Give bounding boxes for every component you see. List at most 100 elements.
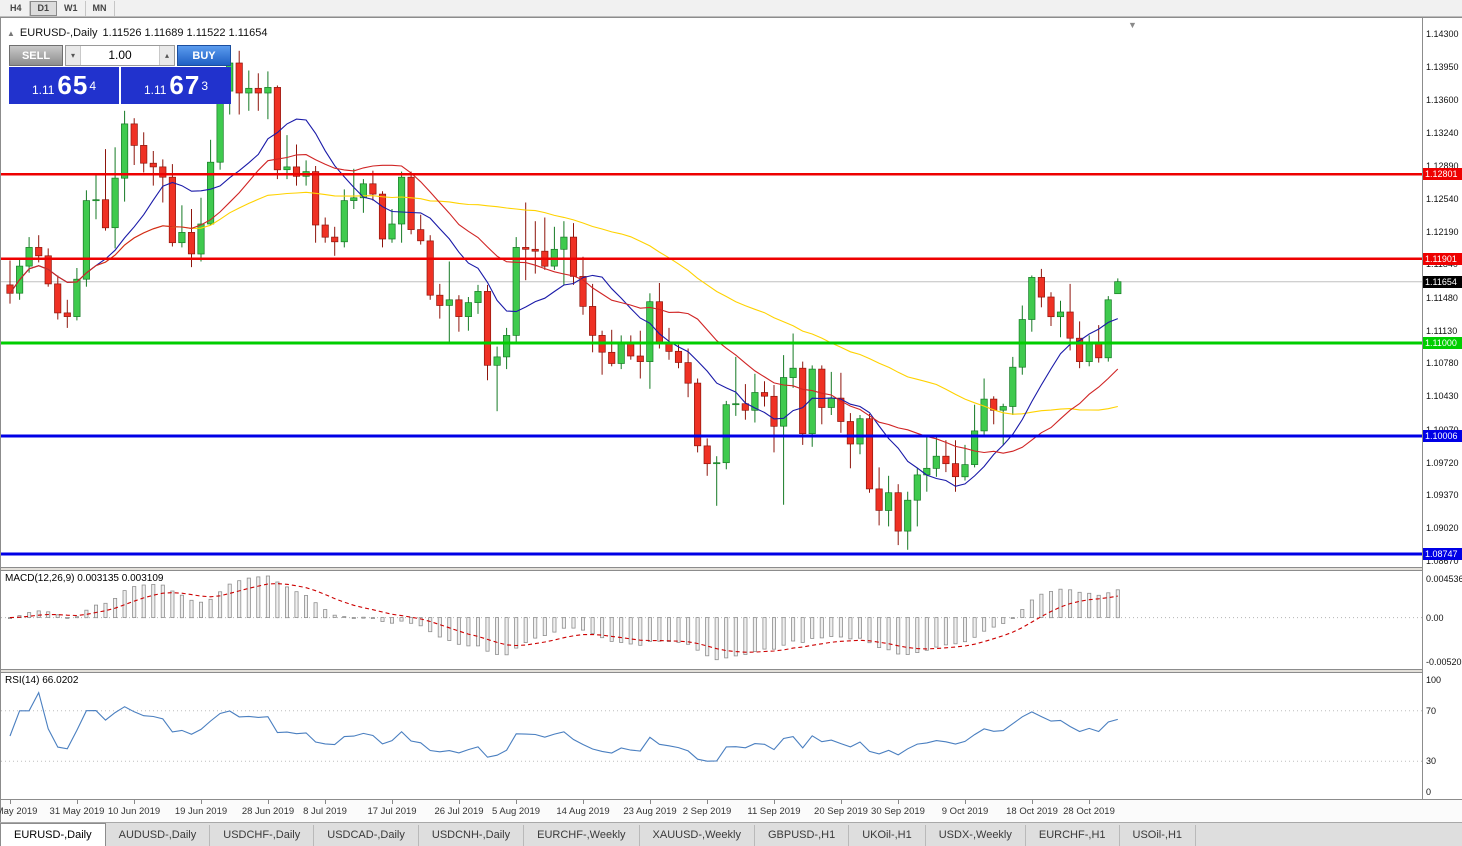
chart-tab-ukoil-h1[interactable]: UKOil-,H1 bbox=[849, 825, 926, 846]
date-tick bbox=[1032, 800, 1033, 804]
date-tick bbox=[77, 800, 78, 804]
volume-increase-button[interactable]: ▴ bbox=[159, 46, 174, 65]
buy-price-pips: 67 bbox=[169, 70, 201, 100]
axis-scale-label: 1.12190 bbox=[1426, 226, 1459, 237]
date-tick bbox=[459, 800, 460, 804]
volume-field[interactable]: ▾ 1.00 ▴ bbox=[65, 45, 175, 66]
axis-scale-label: 1.08670 bbox=[1426, 555, 1459, 566]
chart-tab-usdx-weekly[interactable]: USDX-,Weekly bbox=[926, 825, 1026, 846]
chart-tab-audusd-daily[interactable]: AUDUSD-,Daily bbox=[106, 825, 211, 846]
price-axis[interactable]: 1.14300 1.13950 1.13600 1.13240 1.12890 1.125… bbox=[1422, 18, 1462, 799]
chart-tab-gbpusd-h1[interactable]: GBPUSD-,H1 bbox=[755, 825, 850, 846]
axis-scale-label: 100 bbox=[1426, 675, 1442, 685]
buy-price-figure: 1.11 bbox=[143, 82, 167, 97]
date-axis-label: 2 Sep 2019 bbox=[682, 806, 732, 817]
axis-scale-label: 1.10780 bbox=[1426, 358, 1459, 369]
buy-price-display[interactable]: 1.11 67 3 bbox=[121, 67, 231, 104]
date-tick bbox=[965, 800, 966, 804]
date-axis-label: 31 May 2019 bbox=[49, 806, 105, 817]
chart-tab-eurchf-weekly[interactable]: EURCHF-,Weekly bbox=[524, 825, 640, 846]
timeframe-button-d1[interactable]: D1 bbox=[29, 0, 58, 16]
buy-button[interactable]: BUY bbox=[177, 45, 231, 66]
date-tick bbox=[516, 800, 517, 804]
buy-price-point: 3 bbox=[201, 78, 209, 93]
date-axis-label: 11 Sep 2019 bbox=[747, 806, 801, 817]
panel-splitter[interactable] bbox=[1, 669, 1462, 673]
rsi-caption: RSI(14) 66.0202 bbox=[5, 675, 79, 686]
candlestick-chart[interactable] bbox=[1, 18, 1422, 567]
date-tick bbox=[898, 800, 899, 804]
axis-scale-label: 1.09720 bbox=[1426, 457, 1459, 468]
rsi-chart[interactable] bbox=[1, 673, 1422, 799]
date-tick bbox=[1089, 800, 1090, 804]
axis-scale-label: 1.14300 bbox=[1426, 28, 1459, 39]
chart-tab-usoil-h1[interactable]: USOil-,H1 bbox=[1120, 825, 1197, 846]
date-axis-label: 18 Oct 2019 bbox=[1006, 806, 1058, 817]
sell-button[interactable]: SELL bbox=[9, 45, 63, 66]
date-tick bbox=[268, 800, 269, 804]
date-tick bbox=[392, 800, 393, 804]
date-axis-label: 23 Aug 2019 bbox=[623, 806, 677, 817]
macd-panel[interactable]: MACD(12,26,9) 0.003135 0.003109 bbox=[1, 571, 1422, 669]
chart-tab-usdcnh-daily[interactable]: USDCNH-,Daily bbox=[419, 825, 525, 846]
axis-scale-label: 70 bbox=[1426, 705, 1437, 716]
axis-scale-label: 1.13950 bbox=[1426, 61, 1459, 72]
axis-scale-label: 1.10430 bbox=[1426, 391, 1459, 402]
date-axis-label: 30 Sep 2019 bbox=[871, 806, 925, 817]
axis-scale-label: 1.09370 bbox=[1426, 490, 1459, 501]
chart-symbol-period: EURUSD-,Daily bbox=[19, 27, 98, 39]
timeframe-button-w1[interactable]: W1 bbox=[57, 0, 86, 16]
date-axis-label: 5 Aug 2019 bbox=[491, 806, 541, 817]
axis-scale-label: 1.11480 bbox=[1426, 292, 1458, 303]
hline-price-tag: 1.11901 bbox=[1423, 252, 1462, 265]
timeframe-button-mn[interactable]: MN bbox=[86, 0, 115, 16]
chart-tab-eurchf-h1[interactable]: EURCHF-,H1 bbox=[1026, 825, 1120, 846]
rsi-panel[interactable]: RSI(14) 66.0202 bbox=[1, 673, 1422, 799]
date-tick bbox=[134, 800, 135, 804]
macd-chart[interactable] bbox=[1, 571, 1422, 669]
axis-scale-label: 1.12890 bbox=[1426, 160, 1459, 171]
date-axis-label: 26 Jul 2019 bbox=[434, 806, 484, 817]
date-axis-label: 20 Sep 2019 bbox=[814, 806, 868, 817]
date-tick bbox=[841, 800, 842, 804]
axis-scale-label: 1.09020 bbox=[1426, 523, 1459, 534]
chart-tab-usdcad-daily[interactable]: USDCAD-,Daily bbox=[314, 825, 419, 846]
one-click-trading-panel: SELL ▾ 1.00 ▴ BUY 1.11 65 4 1.11 67 3 bbox=[9, 45, 231, 104]
date-tick bbox=[583, 800, 584, 804]
axis-scale-label: 30 bbox=[1426, 756, 1437, 767]
volume-value[interactable]: 1.00 bbox=[108, 48, 132, 62]
date-axis-label: 14 Aug 2019 bbox=[556, 806, 610, 817]
sell-price-figure: 1.11 bbox=[31, 82, 55, 97]
date-axis-label: 22 May 2019 bbox=[0, 806, 38, 817]
date-axis-label: 9 Oct 2019 bbox=[941, 806, 989, 817]
chart-caption: ▲ EURUSD-,Daily 1.11526 1.11689 1.11522 … bbox=[7, 27, 268, 39]
hline-price-tag: 1.12801 bbox=[1423, 168, 1462, 181]
timeframe-toolbar: H4 D1 W1 MN bbox=[0, 0, 1462, 17]
volume-decrease-button[interactable]: ▾ bbox=[66, 46, 81, 65]
date-axis-label: 28 Jun 2019 bbox=[241, 806, 295, 817]
panel-splitter[interactable] bbox=[1, 567, 1462, 571]
date-tick bbox=[774, 800, 775, 804]
date-tick bbox=[707, 800, 708, 804]
date-tick bbox=[201, 800, 202, 804]
date-axis-label: 10 Jun 2019 bbox=[107, 806, 161, 817]
sell-price-display[interactable]: 1.11 65 4 bbox=[9, 67, 119, 104]
collapse-trade-panel-icon[interactable]: ▲ bbox=[7, 28, 15, 38]
chart-window: ▲ EURUSD-,Daily 1.11526 1.11689 1.11522 … bbox=[0, 17, 1462, 823]
chart-tab-bar: EURUSD-,Daily AUDUSD-,Daily USDCHF-,Daily U… bbox=[0, 822, 1462, 846]
timeframe-button-h4[interactable]: H4 bbox=[3, 0, 30, 16]
sell-price-pips: 65 bbox=[57, 70, 89, 100]
current-price-tag: 1.11654 bbox=[1423, 275, 1462, 288]
axis-scale-label: 1.13600 bbox=[1426, 94, 1459, 105]
main-chart-panel[interactable]: ▲ EURUSD-,Daily 1.11526 1.11689 1.11522 … bbox=[1, 18, 1422, 567]
date-axis-label: 28 Oct 2019 bbox=[1063, 806, 1115, 817]
chart-tab-usdchf-daily[interactable]: USDCHF-,Daily bbox=[210, 825, 315, 846]
date-axis-label: 8 Jul 2019 bbox=[303, 806, 347, 817]
chart-tab-xauusd-weekly[interactable]: XAUUSD-,Weekly bbox=[640, 825, 755, 846]
chart-ohlc-values: 1.11526 1.11689 1.11522 1.11654 bbox=[102, 27, 268, 39]
chart-tab-eurusd-daily[interactable]: EURUSD-,Daily bbox=[0, 823, 106, 846]
macd-caption: MACD(12,26,9) 0.003135 0.003109 bbox=[5, 573, 164, 584]
hline-price-tag: 1.11000 bbox=[1423, 336, 1462, 349]
chart-shift-marker-icon[interactable]: ▼ bbox=[1128, 20, 1137, 30]
